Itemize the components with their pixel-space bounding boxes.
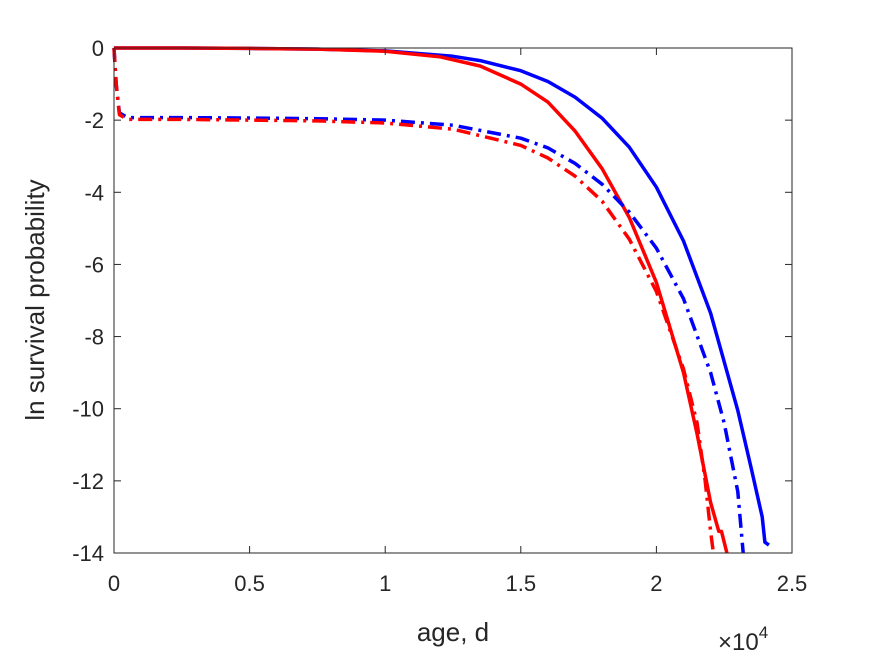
x-tick-label: 1	[379, 571, 391, 596]
x-axis-label: age, d	[417, 617, 489, 647]
x-tick-label: 0.5	[234, 571, 265, 596]
y-tick-label: -2	[84, 108, 104, 133]
y-tick-label: 0	[92, 36, 104, 61]
y-tick-label: -6	[84, 252, 104, 277]
x-tick-label: 1.5	[506, 571, 537, 596]
plot-frame	[113, 47, 793, 554]
y-tick-label: -8	[84, 325, 104, 350]
x-multiplier-exponent: 4	[759, 623, 768, 642]
y-tick-label: -4	[84, 180, 104, 205]
ticks-layer: 0 0.5 1 1.5 2 2.5 0 -2 -4 -6 -8 -10 -12 -14	[72, 36, 807, 596]
x-tick-label: 2	[650, 571, 662, 596]
y-axis-label: ln survival probability	[20, 179, 50, 420]
series-line-2	[114, 46, 729, 554]
curves-layer	[112, 46, 770, 554]
y-tick-label: -14	[72, 541, 104, 566]
series-line-4	[112, 47, 716, 554]
y-tick-label: -12	[72, 469, 104, 494]
x-tick-label: 2.5	[777, 571, 808, 596]
y-tick-label: -10	[72, 397, 104, 422]
x-multiplier-label: ×104	[718, 623, 768, 656]
series-line-1	[114, 46, 770, 547]
series-line-3	[112, 47, 745, 554]
x-multiplier-base: ×10	[718, 629, 759, 656]
x-tick-label: 0	[108, 571, 120, 596]
